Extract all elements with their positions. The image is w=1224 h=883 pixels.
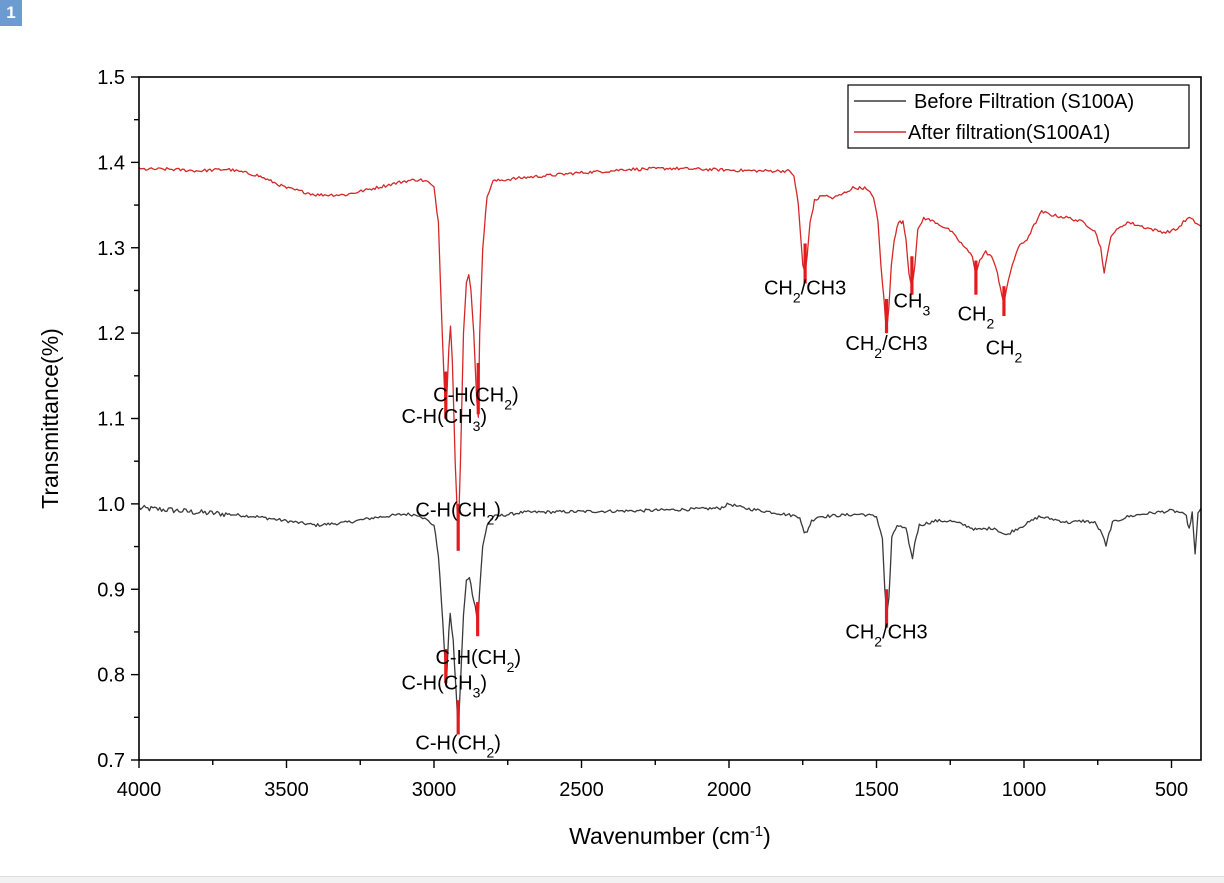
x-tick-label: 1500 [854,779,899,801]
y-tick-label: 0.8 [97,665,125,687]
y-tick-label: 1.0 [97,494,125,516]
legend: Before Filtration (S100A) After filtrati… [847,84,1190,149]
y-tick-label: 0.7 [97,750,125,772]
peak-annotation-label: CH2/CH3 [845,333,927,361]
y-tick-label: 1.2 [97,323,125,345]
y-tick-label: 1.3 [97,238,125,260]
peak-markers [444,243,1006,735]
peak-annotation-label: C-H(CH2) [433,384,519,412]
x-tick-label: 2500 [559,779,604,801]
y-tick-label: 1.4 [97,152,125,174]
y-tick-labels: 0.7 0.8 0.9 1.0 1.1 1.2 1.3 1.4 1.5 [97,67,125,772]
x-axis-title: Wavenumber (cm-1) [569,823,771,850]
series-line-1 [138,166,1202,539]
x-tick-label: 500 [1155,779,1188,801]
peak-annotation-label: C-H(CH3) [402,406,488,434]
legend-box [847,84,1190,149]
peak-annotation-label: C-H(CH2) [415,500,501,528]
bottom-strip [0,876,1224,883]
y-tick-label: 1.1 [97,409,125,431]
y-tick-label: 1.5 [97,67,125,89]
x-tick-label: 3500 [264,779,309,801]
legend-label-after-filtration: After filtration(S100A1) [908,122,1110,144]
legend-label-before-filtration: Before Filtration (S100A) [914,91,1134,113]
peak-annotation-label: CH3 [894,291,931,319]
x-tick-label: 1000 [1002,779,1047,801]
x-tick-labels: 4000 3500 3000 2500 2000 1500 1000 500 [117,779,1188,801]
peak-annotation-label: CH2 [958,303,995,331]
x-tick-label: 4000 [117,779,162,801]
y-tick-label: 0.9 [97,579,125,601]
peak-annotation-label: C-H(CH3) [402,673,488,701]
series-lines [138,166,1202,732]
peak-annotation-label: CH2/CH3 [764,278,846,306]
peak-annotation-label: CH2 [986,337,1023,365]
peak-annotation-label: C-H(CH2) [435,647,521,675]
peak-annotation-label: C-H(CH2) [415,732,501,760]
x-tick-label: 2000 [707,779,752,801]
peak-annotations: C-H(CH3)C-H(CH2)C-H(CH2)CH2/CH3CH2/CH3CH… [402,278,1023,761]
y-axis-title: Transmittance(%) [37,328,63,509]
figure-number-badge: 1 [0,0,22,26]
x-tick-label: 3000 [412,779,457,801]
peak-annotation-label: CH2/CH3 [845,621,927,649]
plot-frame [138,76,1202,761]
tick-marks [131,76,1173,768]
series-line-0 [138,502,1202,732]
